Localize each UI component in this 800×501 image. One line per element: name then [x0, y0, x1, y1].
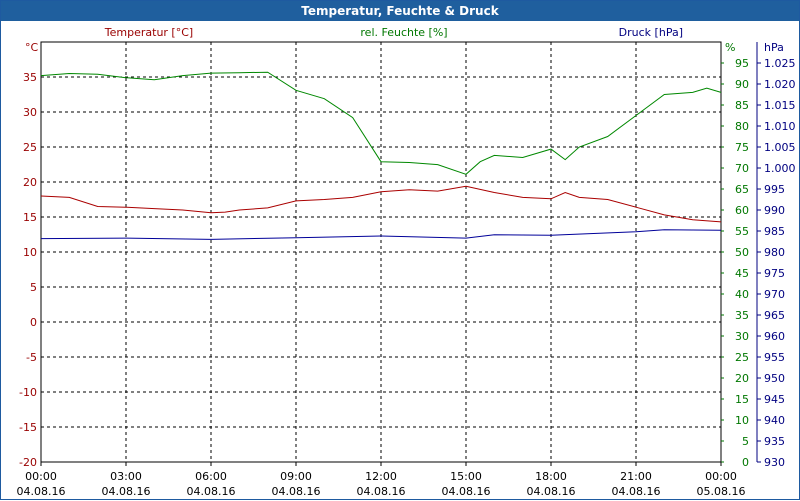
x-axis-ticks: 00:00 04.08.16 03:00 04.08.16 06:00 04.08.16 0…: [17, 462, 746, 498]
humidity-tick-label: 90: [735, 78, 749, 91]
x-tick-time: 12:00: [365, 470, 397, 483]
pressure-tick-label: 1.010: [764, 120, 796, 133]
x-tick-time: 03:00: [110, 470, 142, 483]
x-tick-date: 04.08.16: [442, 485, 491, 498]
humidity-tick-label: 85: [735, 99, 749, 112]
humidity-tick-label: 80: [735, 120, 749, 133]
humidity-tick-label: 65: [735, 183, 749, 196]
x-tick-date: 04.08.16: [102, 485, 151, 498]
humidity-tick-label: 70: [735, 162, 749, 175]
pressure-tick-label: 980: [764, 246, 785, 259]
humidity-tick-label: 5: [742, 435, 749, 448]
humidity-tick-label: 55: [735, 225, 749, 238]
humidity-tick-label: 50: [735, 246, 749, 259]
temperature-axis-label: Temperatur [°C]: [104, 26, 193, 39]
temperature-tick-label: -15: [19, 421, 37, 434]
humidity-tick-label: 95: [735, 57, 749, 70]
humidity-tick-label: 20: [735, 372, 749, 385]
pressure-tick-label: 960: [764, 330, 785, 343]
x-tick-date: 04.08.16: [187, 485, 236, 498]
humidity-tick-label: 30: [735, 330, 749, 343]
window-title: Temperatur, Feuchte & Druck: [1, 1, 799, 21]
temperature-tick-label: -5: [26, 351, 37, 364]
x-tick-date: 04.08.16: [527, 485, 576, 498]
temperature-unit: °C: [25, 41, 39, 54]
temperature-series-line: [40, 185, 722, 223]
x-tick-time: 00:00: [705, 470, 737, 483]
pressure-tick-label: 1.005: [764, 141, 796, 154]
pressure-tick-label: 990: [764, 204, 785, 217]
humidity-tick-label: 75: [735, 141, 749, 154]
humidity-tick-label: 15: [735, 393, 749, 406]
pressure-tick-label: 1.025: [764, 57, 796, 70]
pressure-tick-label: 955: [764, 351, 785, 364]
pressure-axis-label: Druck [hPa]: [619, 26, 683, 39]
pressure-ticks: 1.025 1.020 1.015 1.010 1.005 1.000 995 990 985 9…: [757, 57, 796, 469]
temperature-tick-label: 5: [30, 281, 37, 294]
x-tick-date: 04.08.16: [17, 485, 66, 498]
x-tick-time: 06:00: [195, 470, 227, 483]
humidity-tick-label: 10: [735, 414, 749, 427]
pressure-tick-label: 1.015: [764, 99, 796, 112]
pressure-unit: hPa: [764, 41, 784, 54]
series-lines: [40, 71, 722, 240]
x-tick-time: 18:00: [535, 470, 567, 483]
x-tick-date: 04.08.16: [357, 485, 406, 498]
x-tick-date: 04.08.16: [272, 485, 321, 498]
temperature-tick-label: 15: [23, 211, 37, 224]
pressure-tick-label: 1.000: [764, 162, 796, 175]
temperature-tick-label: 35: [23, 71, 37, 84]
humidity-tick-label: 60: [735, 204, 749, 217]
humidity-tick-label: 35: [735, 309, 749, 322]
humidity-tick-label: 0: [742, 456, 749, 469]
humidity-tick-label: 25: [735, 351, 749, 364]
pressure-tick-label: 935: [764, 435, 785, 448]
x-tick-time: 09:00: [280, 470, 312, 483]
x-tick-time: 00:00: [25, 470, 57, 483]
temperature-tick-label: 0: [30, 316, 37, 329]
temperature-tick-label: 25: [23, 141, 37, 154]
temperature-tick-label: 10: [23, 246, 37, 259]
x-tick-time: 21:00: [620, 470, 652, 483]
x-tick-time: 15:00: [450, 470, 482, 483]
pressure-tick-label: 965: [764, 309, 785, 322]
pressure-tick-label: 930: [764, 456, 785, 469]
grid-lines: [41, 42, 721, 462]
humidity-tick-label: 45: [735, 267, 749, 280]
temperature-tick-label: 30: [23, 106, 37, 119]
temperature-tick-label: -10: [19, 386, 37, 399]
humidity-tick-label: 40: [735, 288, 749, 301]
temperature-tick-label: 20: [23, 176, 37, 189]
pressure-tick-label: 940: [764, 414, 785, 427]
temperature-ticks: 35 30 25 20 15 10 5 0 -5 -10 -15 -20: [19, 71, 37, 469]
pressure-tick-label: 945: [764, 393, 785, 406]
x-tick-date: 05.08.16: [697, 485, 746, 498]
pressure-tick-label: 995: [764, 183, 785, 196]
humidity-axis-label: rel. Feuchte [%]: [360, 26, 447, 39]
pressure-tick-label: 970: [764, 288, 785, 301]
pressure-tick-label: 950: [764, 372, 785, 385]
pressure-series-line: [40, 229, 722, 240]
humidity-unit: %: [725, 41, 735, 54]
x-tick-date: 04.08.16: [612, 485, 661, 498]
pressure-tick-label: 1.020: [764, 78, 796, 91]
temperature-tick-label: -20: [19, 456, 37, 469]
pressure-tick-label: 985: [764, 225, 785, 238]
pressure-tick-label: 975: [764, 267, 785, 280]
humidity-series-line: [40, 71, 722, 175]
